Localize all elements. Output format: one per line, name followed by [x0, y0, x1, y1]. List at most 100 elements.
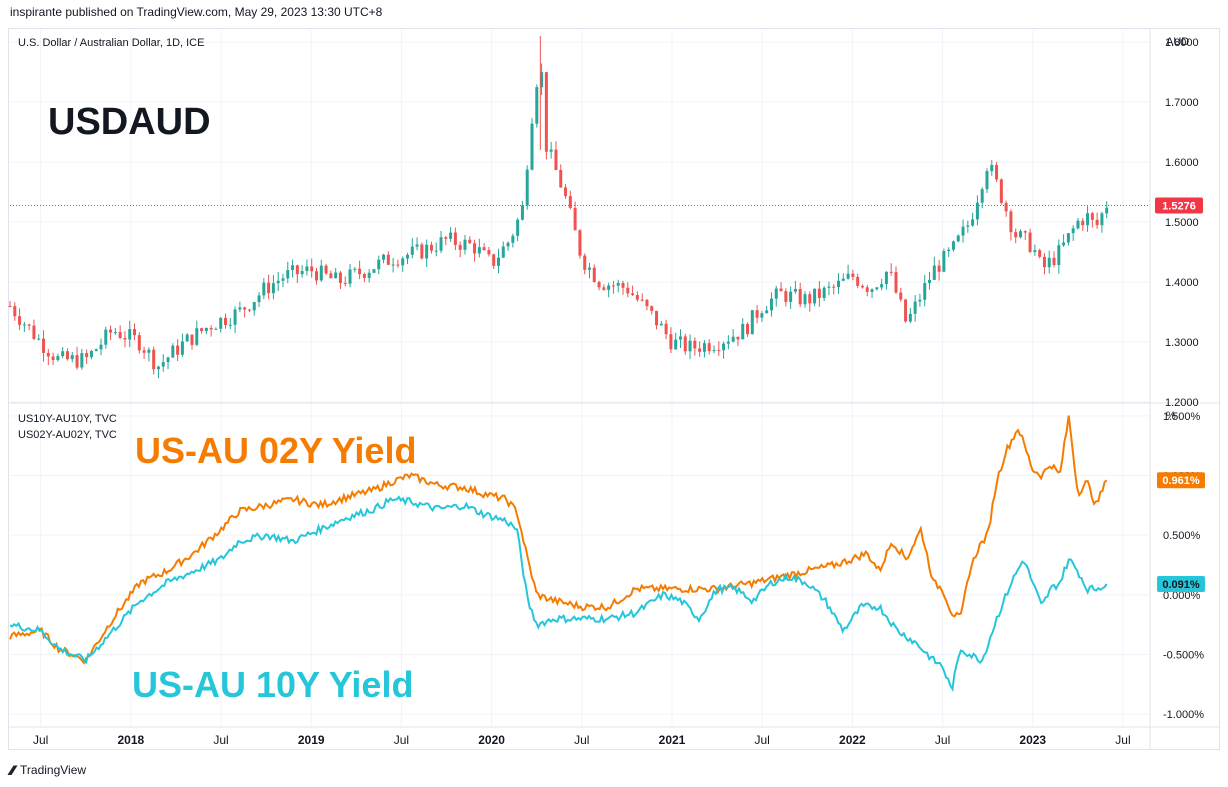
candle-body [980, 189, 984, 203]
series-line-02y [9, 415, 1108, 665]
candle-body [204, 327, 208, 332]
candle-body [712, 350, 716, 352]
candle-body [405, 254, 409, 259]
candle-body [540, 72, 544, 88]
candle-body [683, 336, 687, 352]
candle-body [219, 317, 223, 329]
y-tick-label-bottom: 1.500% [1163, 411, 1201, 423]
title-02y-yield: US-AU 02Y Yield [135, 430, 416, 471]
candle-body [961, 226, 965, 236]
candle-body [1057, 245, 1061, 266]
footer: ⁄⁄⁄ TradingView [10, 762, 86, 778]
candle-body [458, 244, 462, 250]
x-tick-label: Jul [213, 733, 228, 747]
candle-body [975, 202, 979, 220]
candle-body [238, 307, 242, 310]
candle-body [415, 244, 419, 247]
candle-body [180, 341, 184, 355]
y-tick-label-top: 1.5000 [1165, 217, 1199, 229]
candle-body [425, 244, 429, 259]
last-02y-badge [1157, 472, 1205, 489]
candle-body [904, 299, 908, 322]
candle-body [985, 171, 989, 190]
candle-body [956, 235, 960, 242]
x-tick-label: Jul [394, 733, 409, 747]
candle-body [990, 165, 994, 172]
candle-body [362, 274, 366, 278]
candle-body [429, 244, 433, 251]
x-tick-label: 2022 [839, 733, 866, 747]
tradingview-logo-icon[interactable]: ⁄⁄⁄ [10, 762, 15, 778]
candle-body [501, 246, 505, 258]
candle-body [391, 264, 395, 266]
candle-body [247, 309, 251, 311]
candle-body [856, 276, 860, 286]
candle-body [473, 243, 477, 254]
y-tick-label-bottom: -1.000% [1163, 709, 1204, 721]
candle-body [27, 324, 31, 326]
y-tick-label-top: 1.4000 [1165, 277, 1199, 289]
candle-body [760, 313, 764, 318]
candle-body [789, 291, 793, 302]
candle-body [932, 265, 936, 280]
candle-body [707, 343, 711, 352]
title-10y-yield: US-AU 10Y Yield [132, 664, 413, 705]
candle-body [291, 265, 295, 271]
candle-body [224, 317, 228, 326]
y-tick-label-top: 1.3000 [1165, 337, 1199, 349]
candle-body [228, 324, 232, 326]
candle-body [310, 266, 314, 272]
footer-brand[interactable]: TradingView [20, 763, 87, 777]
candle-body [999, 179, 1003, 203]
candle-body [1038, 250, 1042, 257]
candle-body [841, 278, 845, 281]
candle-body [300, 271, 304, 275]
top-unit-label: AUD [1166, 36, 1189, 48]
candle-body [511, 235, 515, 243]
y-tick-label-bottom: -0.500% [1163, 649, 1204, 661]
candle-body [37, 338, 41, 340]
candle-body [75, 355, 79, 368]
candle-body [1047, 257, 1051, 268]
candle-body [674, 339, 678, 350]
legend-us02y-au02y: US02Y-AU02Y, TVC [18, 429, 117, 441]
candle-body [51, 356, 55, 361]
y-tick-label-top: 1.7000 [1165, 97, 1199, 109]
candle-body [880, 284, 884, 288]
candle-body [1023, 231, 1027, 233]
candle-body [564, 187, 568, 197]
candle-body [396, 264, 400, 266]
candle-body [18, 316, 22, 325]
candle-body [104, 329, 108, 345]
candle-body [908, 313, 912, 322]
candle-body [152, 349, 156, 370]
candle-body [947, 249, 951, 251]
candle-body [271, 283, 275, 294]
candle-body [568, 196, 572, 208]
candle-body [923, 283, 927, 300]
candle-body [1071, 228, 1075, 234]
candle-body [607, 285, 611, 290]
candle-body [137, 335, 141, 351]
candle-body [147, 349, 151, 353]
candle-body [520, 205, 524, 220]
candle-body [267, 282, 271, 294]
candle-body [1076, 220, 1080, 229]
candle-body [616, 282, 620, 286]
last-price-label: 1.5276 [1162, 200, 1196, 212]
candle-body [46, 352, 50, 357]
candle-body [319, 265, 323, 281]
candle-body [477, 247, 481, 254]
candle-body [678, 336, 682, 340]
candle-body [525, 169, 529, 206]
y-tick-label-top: 1.8000 [1165, 37, 1199, 49]
candle-body [928, 279, 932, 284]
candle-body [329, 273, 333, 279]
x-tick-label: Jul [33, 733, 48, 747]
y-tick-label-top: 1.2000 [1165, 397, 1199, 409]
candle-body [42, 338, 46, 353]
candle-body [324, 265, 328, 274]
y-tick-label-bottom: 0.500% [1163, 530, 1201, 542]
bottom-unit-label: % [1166, 410, 1176, 422]
